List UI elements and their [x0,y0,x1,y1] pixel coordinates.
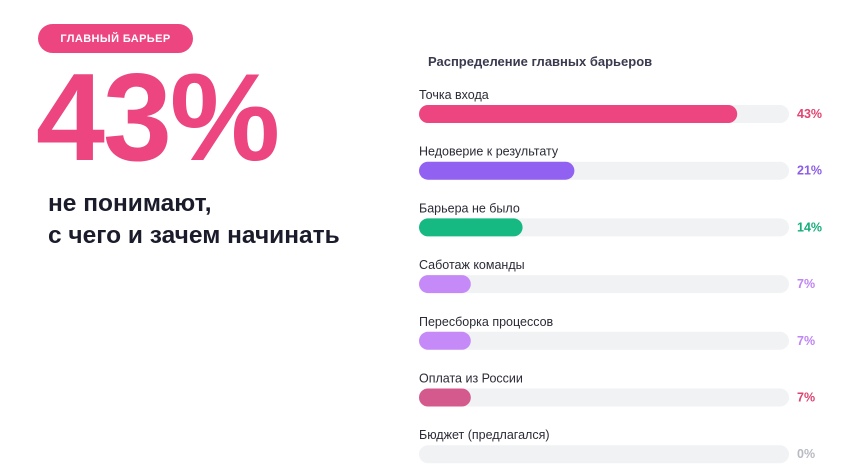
value-label: 43% [797,107,822,121]
headline-percentage: 43% [36,49,280,187]
bar [419,388,471,407]
value-label: 7% [797,391,815,405]
bar-track [419,445,789,464]
category-label: Барьера не было [419,201,520,215]
main-barrier-badge: ГЛАВНЫЙ БАРЬЕР [38,24,193,53]
bar-track [419,275,789,294]
category-label: Саботаж команды [419,258,525,272]
bar [419,275,471,294]
chart-title: Распределение главных барьеров [428,54,652,69]
bar [419,161,575,180]
value-label: 14% [797,220,822,234]
value-label: 7% [797,334,815,348]
value-label: 21% [797,164,822,178]
category-label: Оплата из России [419,372,523,386]
value-label: 0% [797,447,815,461]
category-label: Точка входа [419,88,489,102]
bar [419,218,523,237]
value-label: 7% [797,277,815,291]
category-label: Пересборка процессов [419,315,554,329]
bar [419,105,738,123]
headline-caption-line-2: с чего и зачем начинать [48,222,340,249]
bar [419,331,471,350]
category-label: Бюджет (предлагался) [419,428,550,442]
headline-caption: не понимают, с чего и зачем начинать [48,188,340,252]
bar-track [419,331,789,350]
category-label: Недоверие к результату [419,145,559,159]
headline-caption-line-1: не понимают, [48,190,212,217]
bar-track [419,388,789,407]
barrier-distribution-chart: Распределение главных барьеров Точка вход… [419,54,822,464]
